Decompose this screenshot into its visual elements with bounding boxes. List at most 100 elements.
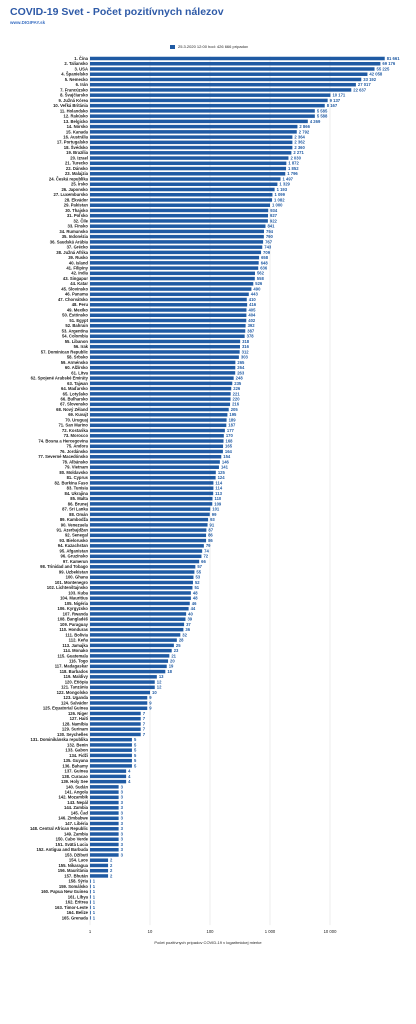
bar xyxy=(90,56,385,61)
category-label: 2. Taliansko xyxy=(64,61,88,66)
bar xyxy=(90,785,119,789)
value-label: 170 xyxy=(226,433,234,438)
category-label: 62. Spojené Arabské Emiráty xyxy=(31,376,89,381)
bar xyxy=(90,549,203,553)
value-label: 658 xyxy=(261,255,269,260)
bar xyxy=(90,617,186,621)
category-label: 109. Paraguay xyxy=(60,622,89,627)
bar xyxy=(90,795,119,800)
value-label: 410 xyxy=(249,297,257,302)
category-label: 29. Pakistan xyxy=(64,203,89,208)
value-label: 4 xyxy=(128,774,131,779)
category-label: 127. Haiti xyxy=(70,716,88,721)
category-label: 71. San Marino xyxy=(58,423,88,428)
bar xyxy=(90,88,352,92)
value-label: 4 269 xyxy=(310,119,321,124)
value-label: 69 176 xyxy=(382,61,395,66)
category-label: 100. Ghana xyxy=(66,575,89,580)
category-label: 150. Cabo Verde xyxy=(56,837,89,842)
category-label: 160. Papua New Guinea xyxy=(41,889,89,894)
category-label: 129. Surinam xyxy=(62,727,88,732)
category-label: 70. Uruguaj xyxy=(65,417,88,422)
category-label: 115. Guatemala xyxy=(58,653,89,658)
x-tick-label: 10 xyxy=(148,929,153,934)
bar xyxy=(90,350,240,354)
value-label: 1 xyxy=(93,879,96,884)
bar xyxy=(90,496,213,501)
bar xyxy=(90,151,292,155)
value-label: 18 xyxy=(167,669,172,674)
bar xyxy=(90,166,287,171)
bar xyxy=(90,371,236,375)
value-label: 99 xyxy=(212,512,217,517)
category-label: 117. Madagaskar xyxy=(55,664,89,669)
category-label: 155. Nikaragua xyxy=(58,863,88,868)
legend-swatch xyxy=(170,44,175,49)
value-label: 1 193 xyxy=(277,187,288,192)
value-label: 2 792 xyxy=(299,129,310,134)
value-label: 3 xyxy=(121,837,124,842)
category-label: 30. Thajsko xyxy=(65,208,88,213)
bar xyxy=(90,481,214,485)
value-label: 404 xyxy=(248,313,256,318)
source-link[interactable]: www.DIGIPAY.sk xyxy=(10,20,46,25)
value-label: 1 xyxy=(93,905,96,910)
bar xyxy=(90,266,259,270)
category-label: 76. Jordánsko xyxy=(60,449,89,454)
category-label: 46. Panama xyxy=(65,292,89,297)
bar xyxy=(90,255,260,260)
category-label: 42. India xyxy=(71,271,88,276)
category-label: 112. Keňa xyxy=(69,638,89,643)
category-label: 60. Alžírsko xyxy=(65,365,89,370)
bar xyxy=(90,486,214,490)
value-label: 3 xyxy=(121,810,124,815)
value-label: 10 171 xyxy=(332,93,345,98)
bar xyxy=(90,334,245,338)
value-label: 221 xyxy=(233,391,241,396)
bar xyxy=(90,140,293,145)
value-label: 46 xyxy=(192,601,197,606)
bar xyxy=(90,575,194,580)
value-label: 794 xyxy=(266,229,274,234)
category-label: 108. Bangladéš xyxy=(58,617,89,622)
bar xyxy=(90,680,155,684)
value-label: 263 xyxy=(237,370,245,375)
bar xyxy=(90,386,232,391)
value-label: 526 xyxy=(255,281,263,286)
category-label: 154. Laos xyxy=(69,858,89,863)
bar xyxy=(90,638,177,642)
bar xyxy=(90,313,247,318)
x-tick-label: 1 xyxy=(89,929,92,934)
value-label: 37 xyxy=(186,622,191,627)
value-label: 10 xyxy=(152,690,157,695)
category-label: 88. Omán xyxy=(69,512,88,517)
bar xyxy=(90,161,287,166)
category-label: 22. Dánsko xyxy=(66,166,89,171)
category-label: 59. Arménsko xyxy=(61,360,89,365)
bar xyxy=(90,297,247,302)
value-label: 443 xyxy=(251,292,259,297)
bar xyxy=(90,905,91,910)
value-label: 1 796 xyxy=(287,171,298,176)
value-label: 265 xyxy=(237,360,245,365)
category-label: 38. Južná Afrika xyxy=(56,250,88,255)
value-label: 4 xyxy=(128,769,131,774)
bar xyxy=(90,910,91,915)
category-label: 126. Niger xyxy=(68,711,88,716)
value-label: 74 xyxy=(204,548,209,553)
value-label: 558 xyxy=(257,276,265,281)
bar xyxy=(90,821,119,826)
category-label: 48. Peru xyxy=(72,302,89,307)
value-label: 5 xyxy=(134,748,137,753)
bar xyxy=(90,847,119,852)
bar xyxy=(90,402,231,407)
value-label: 2 271 xyxy=(293,150,304,155)
value-label: 1 099 xyxy=(274,192,285,197)
value-label: 927 xyxy=(270,213,278,218)
category-label: 95. Afganistan xyxy=(60,548,89,553)
value-label: 1 497 xyxy=(283,176,294,181)
category-label: 90. Venezuela xyxy=(61,522,89,527)
bar xyxy=(90,800,119,805)
bar xyxy=(90,727,141,731)
